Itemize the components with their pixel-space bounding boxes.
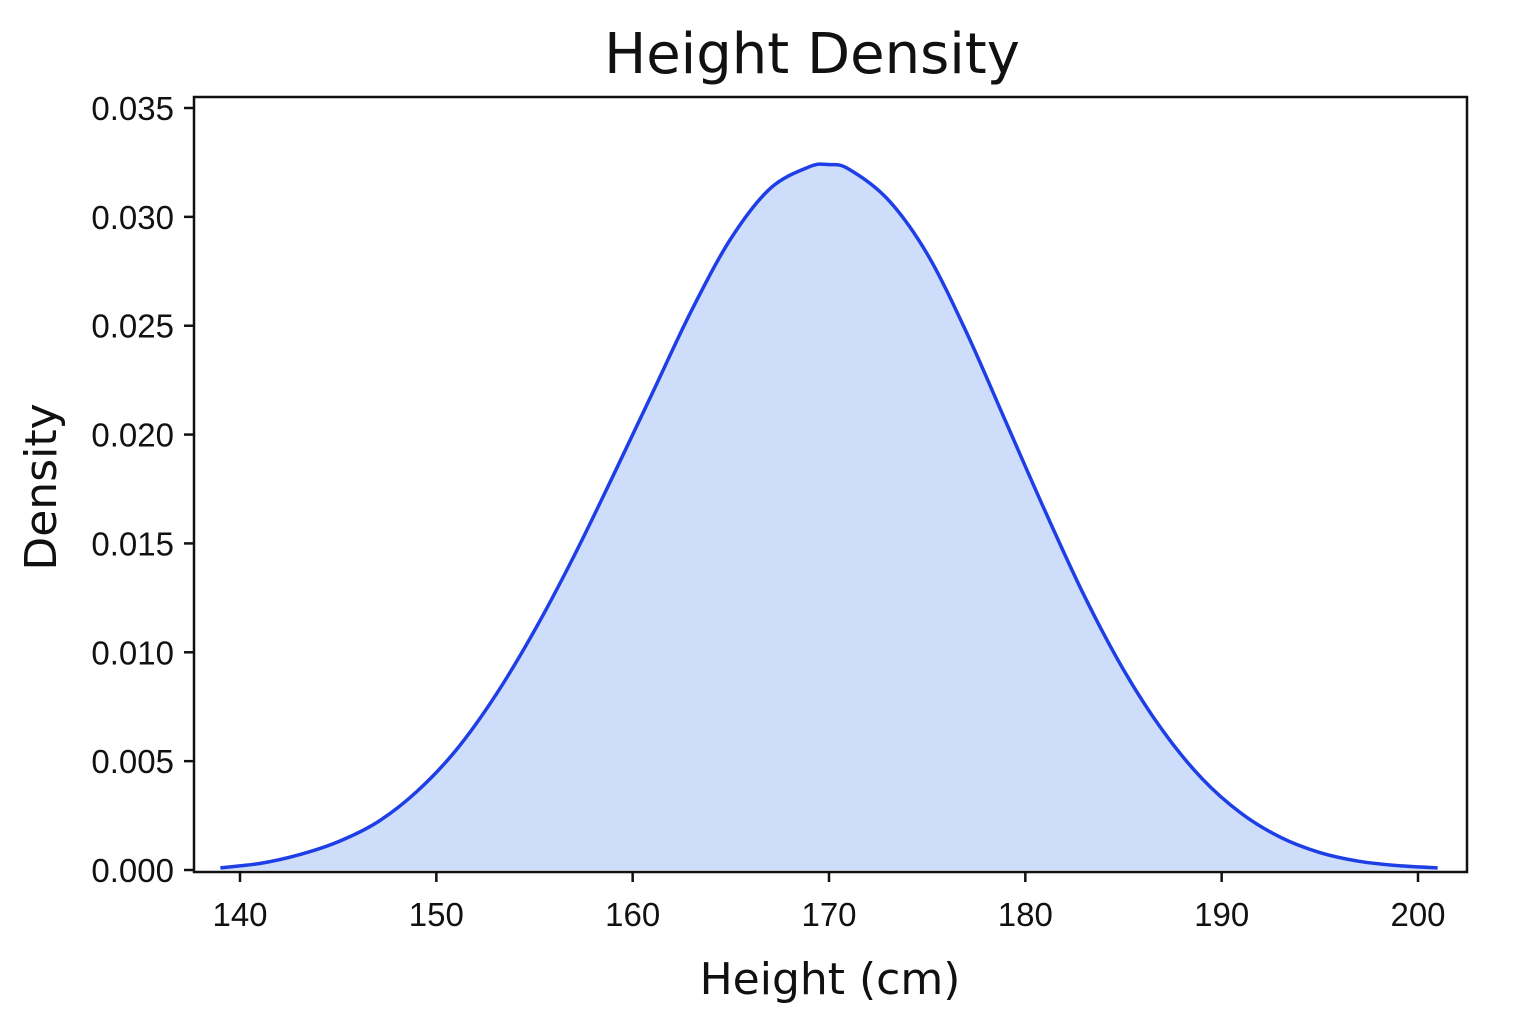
- y-tick-label: 0.015: [91, 525, 174, 562]
- y-tick-label: 0.000: [91, 852, 174, 889]
- y-tick-label: 0.030: [91, 199, 174, 236]
- y-tick-label: 0.005: [91, 743, 174, 780]
- x-tick-label: 140: [212, 896, 267, 933]
- x-axis: 140 150 160 170 180 190 200: [212, 872, 1446, 933]
- density-area: [220, 164, 1438, 870]
- plot-area: [220, 162, 1438, 870]
- chart-title: Height Density: [604, 22, 1020, 87]
- y-tick-label: 0.010: [91, 634, 174, 671]
- y-tick-label: 0.020: [91, 417, 174, 454]
- y-tick-label: 0.035: [91, 90, 174, 127]
- density-line: [220, 162, 1438, 870]
- x-tick-label: 160: [605, 896, 660, 933]
- x-axis-label: Height (cm): [700, 954, 961, 1005]
- x-tick-label: 180: [998, 896, 1053, 933]
- plot-frame: [192, 95, 1469, 874]
- y-tick-label: 0.025: [91, 308, 174, 345]
- x-tick-label: 150: [409, 896, 464, 933]
- y-axis: 0.000 0.005 0.010 0.015 0.020 0.025 0.030 0.035: [91, 90, 194, 889]
- y-axis-label: Density: [16, 403, 67, 570]
- x-tick-label: 190: [1194, 896, 1249, 933]
- x-tick-label: 200: [1390, 896, 1445, 933]
- x-tick-label: 170: [801, 896, 856, 933]
